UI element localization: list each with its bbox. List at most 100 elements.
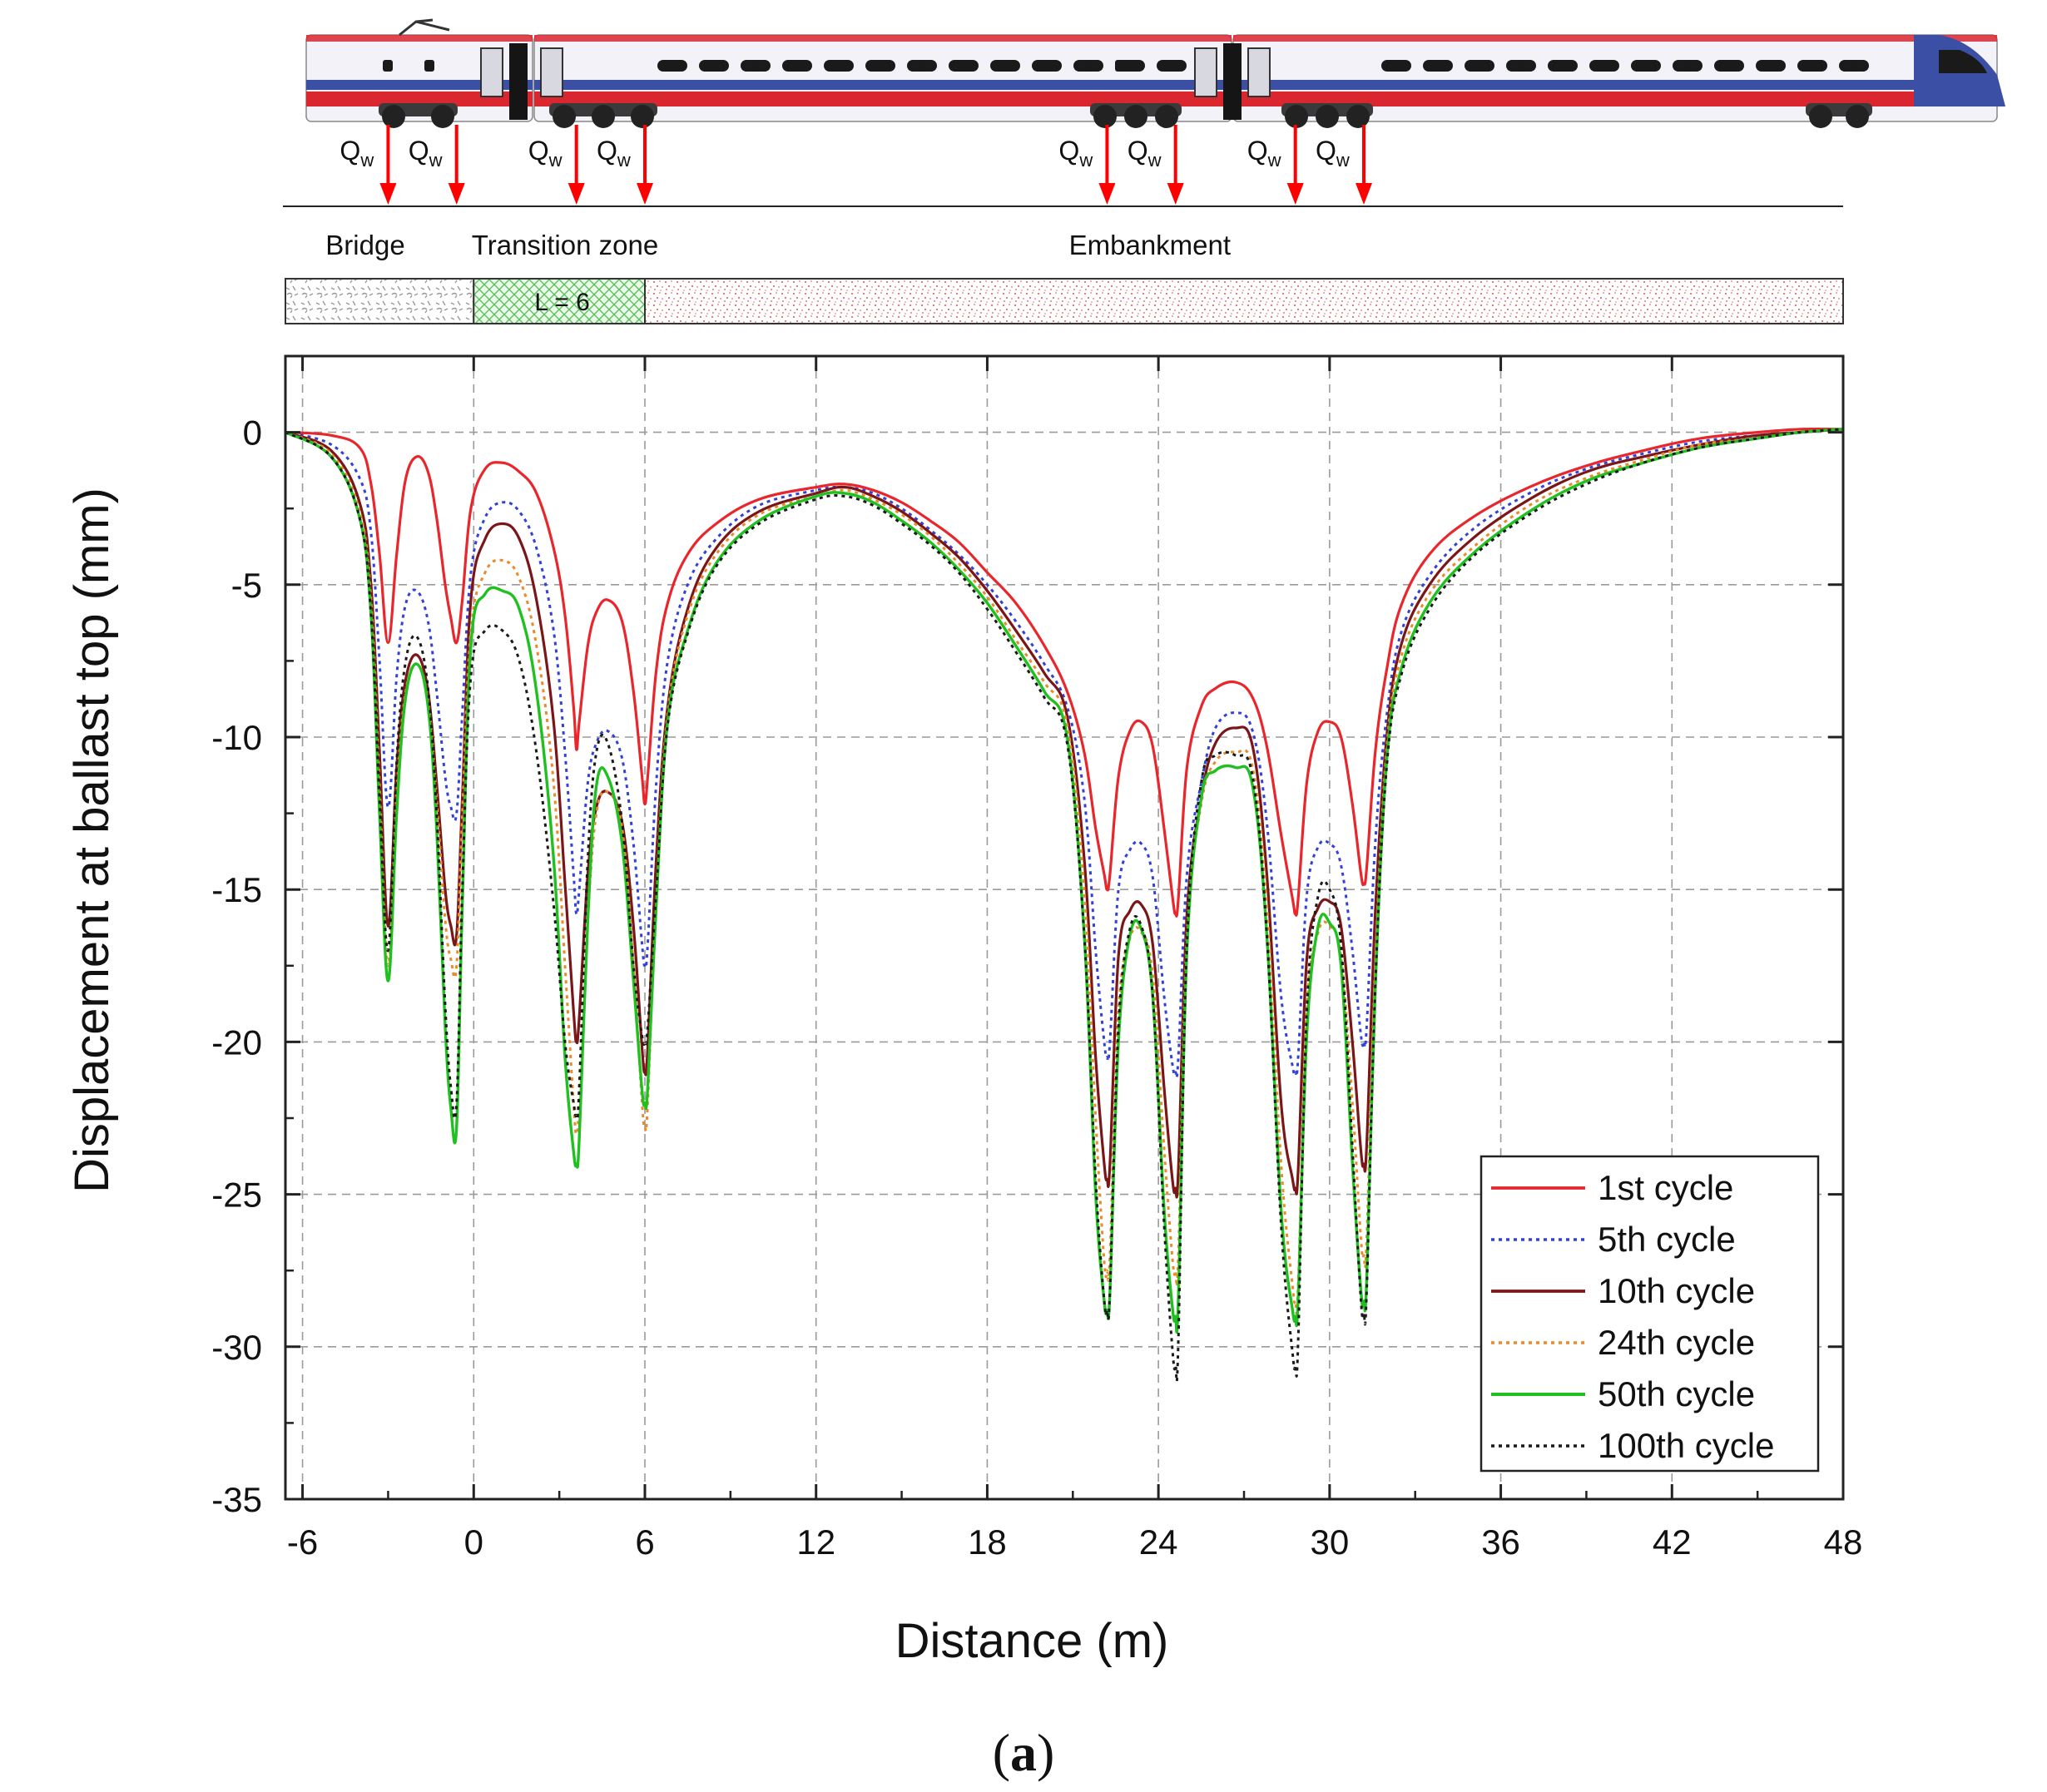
train-window (1756, 60, 1786, 72)
load-symbol: Q (1128, 136, 1148, 166)
train-window (1797, 60, 1827, 72)
load-label: Qw (1247, 136, 1281, 171)
train-wheel (1285, 105, 1308, 128)
load-symbol: Q (528, 136, 549, 166)
train-stripe-red (306, 92, 533, 106)
legend-label: 100th cycle (1598, 1426, 1774, 1465)
y-axis-label: Displacement at ballast top (mm) (65, 488, 119, 1193)
train-window (1548, 60, 1578, 72)
train-stripe-red (1233, 92, 1997, 106)
train-wheel (1346, 105, 1370, 128)
train-window (990, 60, 1020, 72)
series-line-50th-cycle (285, 428, 1844, 1334)
train-roof-stripe (534, 35, 1232, 42)
train-illustration (305, 18, 2005, 128)
x-tick-label: 42 (1653, 1522, 1692, 1562)
zone-label: Embankment (1069, 230, 1231, 260)
train-small-window (1115, 60, 1125, 72)
train-wheel (1093, 105, 1117, 128)
load-symbol: Q (340, 136, 360, 166)
wheel-loads: Qw Qw Qw Qw Qw Qw Qw Qw (340, 125, 1372, 205)
load-label: Qw (409, 136, 443, 171)
train-window (782, 60, 812, 72)
train-door (480, 47, 503, 97)
train-wheel (431, 105, 454, 128)
train-window (1673, 60, 1703, 72)
load-label: Qw (1058, 136, 1093, 171)
train-stripe-blue (534, 80, 1232, 90)
y-tick-label: -15 (211, 870, 262, 909)
train-small-window (424, 60, 434, 72)
train-wheel (592, 105, 615, 128)
train-gangway (1223, 43, 1242, 120)
load-label: Qw (1316, 136, 1350, 171)
y-tick-label: -25 (211, 1176, 262, 1215)
train-window (865, 60, 895, 72)
series-line-10th-cycle (285, 428, 1844, 1199)
train-window (1381, 60, 1411, 72)
x-tick-label: 6 (635, 1522, 654, 1562)
train-window (1157, 60, 1187, 72)
caption-open-paren: ( (993, 1723, 1010, 1782)
train-window (1032, 60, 1062, 72)
train-door (1194, 47, 1217, 97)
legend: 1st cycle 5th cycle 10th cycle 24th cycle 50… (1479, 1155, 1820, 1473)
train-window (949, 60, 979, 72)
caption-letter: a (1010, 1723, 1037, 1782)
load-subscript: w (429, 150, 443, 171)
train-window (1589, 60, 1619, 72)
legend-label: 50th cycle (1598, 1374, 1755, 1413)
load-symbol: Q (1316, 136, 1336, 166)
train-roof-stripe (306, 35, 533, 42)
train-wheel (1846, 105, 1869, 128)
zone-band-embankment (644, 278, 1844, 324)
ticks: -6 0 6 12 18 24 30 36 42 48 0 -5 -10 -15 -20 -25 -30 -35 (211, 356, 1862, 1562)
train-wheel (1316, 105, 1339, 128)
train-wheel (1155, 105, 1178, 128)
load-label: Qw (340, 136, 374, 171)
load-label: Qw (597, 136, 631, 171)
legend-label: 24th cycle (1598, 1323, 1755, 1362)
x-tick-label: 18 (968, 1522, 1007, 1562)
train-wheel (553, 105, 576, 128)
load-arrowhead (1356, 183, 1372, 205)
train-wheel (382, 105, 405, 128)
load-symbol: Q (1058, 136, 1079, 166)
train-stripe-blue (1233, 80, 1997, 90)
train-window (1073, 60, 1103, 72)
train-gangway (509, 43, 528, 120)
x-tick-label: 0 (464, 1522, 483, 1562)
train-cab-window (1939, 50, 1987, 73)
train-wheel (631, 105, 654, 128)
train-window (1465, 60, 1494, 72)
load-symbol: Q (409, 136, 429, 166)
y-tick-label: -35 (211, 1480, 262, 1519)
load-symbol: Q (1247, 136, 1268, 166)
load-symbol: Q (597, 136, 617, 166)
train-window (824, 60, 854, 72)
train-window (657, 60, 687, 72)
load-label: Qw (528, 136, 563, 171)
train-window (1423, 60, 1453, 72)
load-subscript: w (1267, 150, 1281, 171)
caption-close-paren: ) (1037, 1723, 1054, 1782)
y-tick-label: -20 (211, 1022, 262, 1062)
x-axis-label: Distance (m) (895, 1614, 1169, 1668)
zone-label: Bridge (325, 230, 404, 260)
load-arrowhead (1098, 183, 1116, 205)
train-door (1247, 47, 1271, 97)
load-arrowhead (448, 183, 465, 205)
train-door (540, 47, 563, 97)
figure-caption: (a) (993, 1723, 1055, 1782)
legend-label: 1st cycle (1598, 1168, 1733, 1207)
curves (285, 428, 1844, 1383)
train-window (1631, 60, 1661, 72)
y-tick-label: -30 (211, 1328, 262, 1367)
pantograph (399, 18, 450, 37)
y-tick-label: 0 (243, 413, 262, 453)
y-tick-label: -10 (211, 718, 262, 757)
series-line-5th-cycle (285, 428, 1844, 1079)
zone-band-transition-zone (473, 278, 646, 324)
legend-label: 10th cycle (1598, 1271, 1755, 1310)
legend-label: 5th cycle (1598, 1220, 1736, 1259)
